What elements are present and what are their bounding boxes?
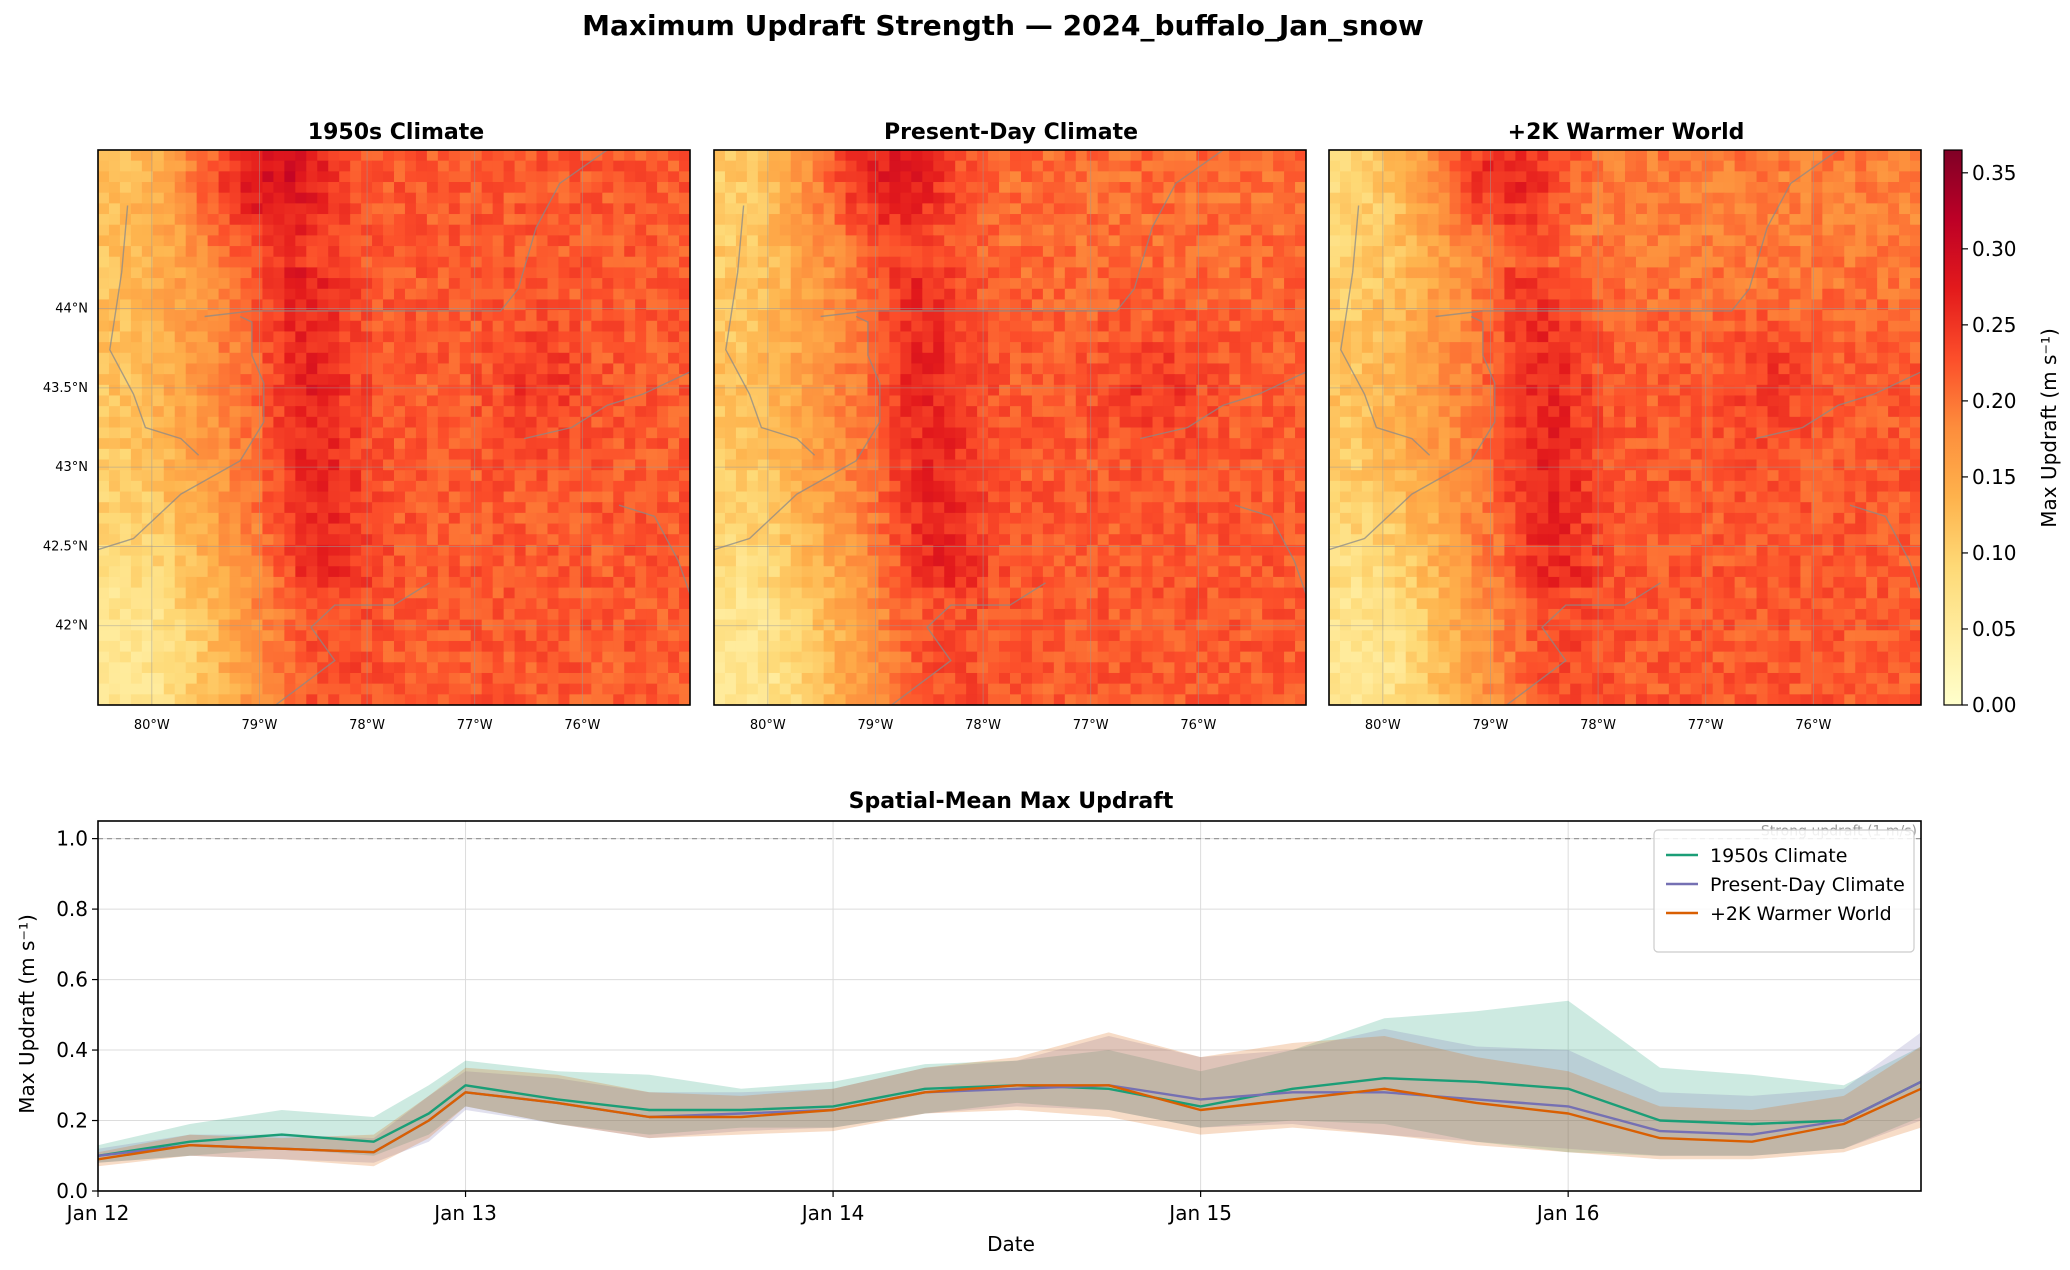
lat-tick-label: 43°N [55, 460, 88, 475]
y-tick-label: 0.2 [56, 1109, 88, 1133]
lat-tick-label: 42°N [55, 619, 88, 634]
lat-tick-label: 44°N [55, 302, 88, 317]
colorbar-tick-label: 0.05 [1972, 617, 2017, 641]
colorbar-tick-label: 0.10 [1972, 541, 2017, 565]
colorbar-tick-label: 0.20 [1972, 389, 2017, 413]
colorbar-label: Max Updraft (m s⁻¹) [2037, 328, 2061, 528]
y-tick-label: 1.0 [56, 827, 88, 851]
x-axis-label: Date [987, 1232, 1035, 1256]
lon-tick-label: 78°W [349, 718, 385, 733]
y-tick-label: 0.6 [56, 968, 88, 992]
heatmap-cells-1950s [98, 150, 691, 706]
lon-tick-label: 77°W [457, 718, 493, 733]
lon-tick-label: 77°W [1073, 718, 1109, 733]
colorbar-tick-label: 0.15 [1972, 465, 2017, 489]
y-tick-label: 0.0 [56, 1179, 88, 1203]
x-tick-label: Jan 13 [432, 1201, 497, 1225]
map-panel-present: Present-Day Climate 80°W 79°W 78°W 77°W 76°W [714, 120, 1307, 733]
colorbar-tick-label: 0.35 [1972, 161, 2017, 185]
lon-tick-label: 79°W [1473, 718, 1509, 733]
colorbar-tick-label: 0.30 [1972, 237, 2017, 261]
y-tick-label: 0.8 [56, 897, 88, 921]
figure-title: Maximum Updraft Strength — 2024_buffalo_… [582, 9, 1424, 42]
legend: 1950s Climate Present-Day Climate +2K Warm… [1654, 830, 1914, 952]
lat-tick-label: 42.5°N [43, 539, 88, 554]
heatmap-cells-plus2k [1329, 150, 1922, 706]
lon-tick-label: 79°W [858, 718, 894, 733]
map-panel-plus2k: +2K Warmer World 80°W 79°W 78°W 77°W 76°W [1329, 120, 1922, 733]
lon-tick-label: 78°W [1580, 718, 1616, 733]
legend-label-2: +2K Warmer World [1710, 903, 1892, 925]
colorbar: Max Updraft (m s⁻¹) 0.00 0.05 0.10 0.15 0.20… [1944, 150, 2061, 717]
x-tick-label: Jan 15 [1167, 1201, 1232, 1225]
x-tick-label: Jan 14 [800, 1201, 865, 1225]
lon-tick-label: 78°W [965, 718, 1001, 733]
map-title-plus2k: +2K Warmer World [1508, 120, 1745, 145]
x-tick-label: Jan 16 [1535, 1201, 1600, 1225]
legend-label-0: 1950s Climate [1710, 845, 1847, 867]
y-axis-label: Max Updraft (m s⁻¹) [15, 914, 39, 1114]
lat-tick-label: 43.5°N [43, 381, 88, 396]
y-tick-label: 0.4 [56, 1038, 88, 1062]
map-panel-1950s: 1950s Climate 80°W 79°W 78°W 77°W 76°W 44°N 43… [43, 120, 691, 733]
lon-tick-label: 77°W [1688, 718, 1724, 733]
lon-tick-label: 76°W [1180, 718, 1216, 733]
timeseries-chart: Spatial-Mean Max Updraft Date Max Updraf… [15, 789, 1921, 1256]
map-title-present: Present-Day Climate [884, 120, 1138, 145]
lon-tick-label: 76°W [1795, 718, 1831, 733]
map-title-1950s: 1950s Climate [308, 120, 484, 145]
lon-tick-label: 76°W [564, 718, 600, 733]
heatmap-cells-present [714, 150, 1307, 706]
colorbar-tick-label: 0.00 [1972, 693, 2017, 717]
legend-label-1: Present-Day Climate [1710, 874, 1905, 896]
chart-title: Spatial-Mean Max Updraft [849, 789, 1174, 814]
lon-tick-label: 80°W [1365, 718, 1401, 733]
colorbar-gradient [1944, 150, 1962, 705]
lon-tick-label: 79°W [242, 718, 278, 733]
colorbar-tick-label: 0.25 [1972, 313, 2017, 337]
lon-tick-label: 80°W [134, 718, 170, 733]
lon-tick-label: 80°W [750, 718, 786, 733]
x-tick-label: Jan 12 [65, 1201, 130, 1225]
